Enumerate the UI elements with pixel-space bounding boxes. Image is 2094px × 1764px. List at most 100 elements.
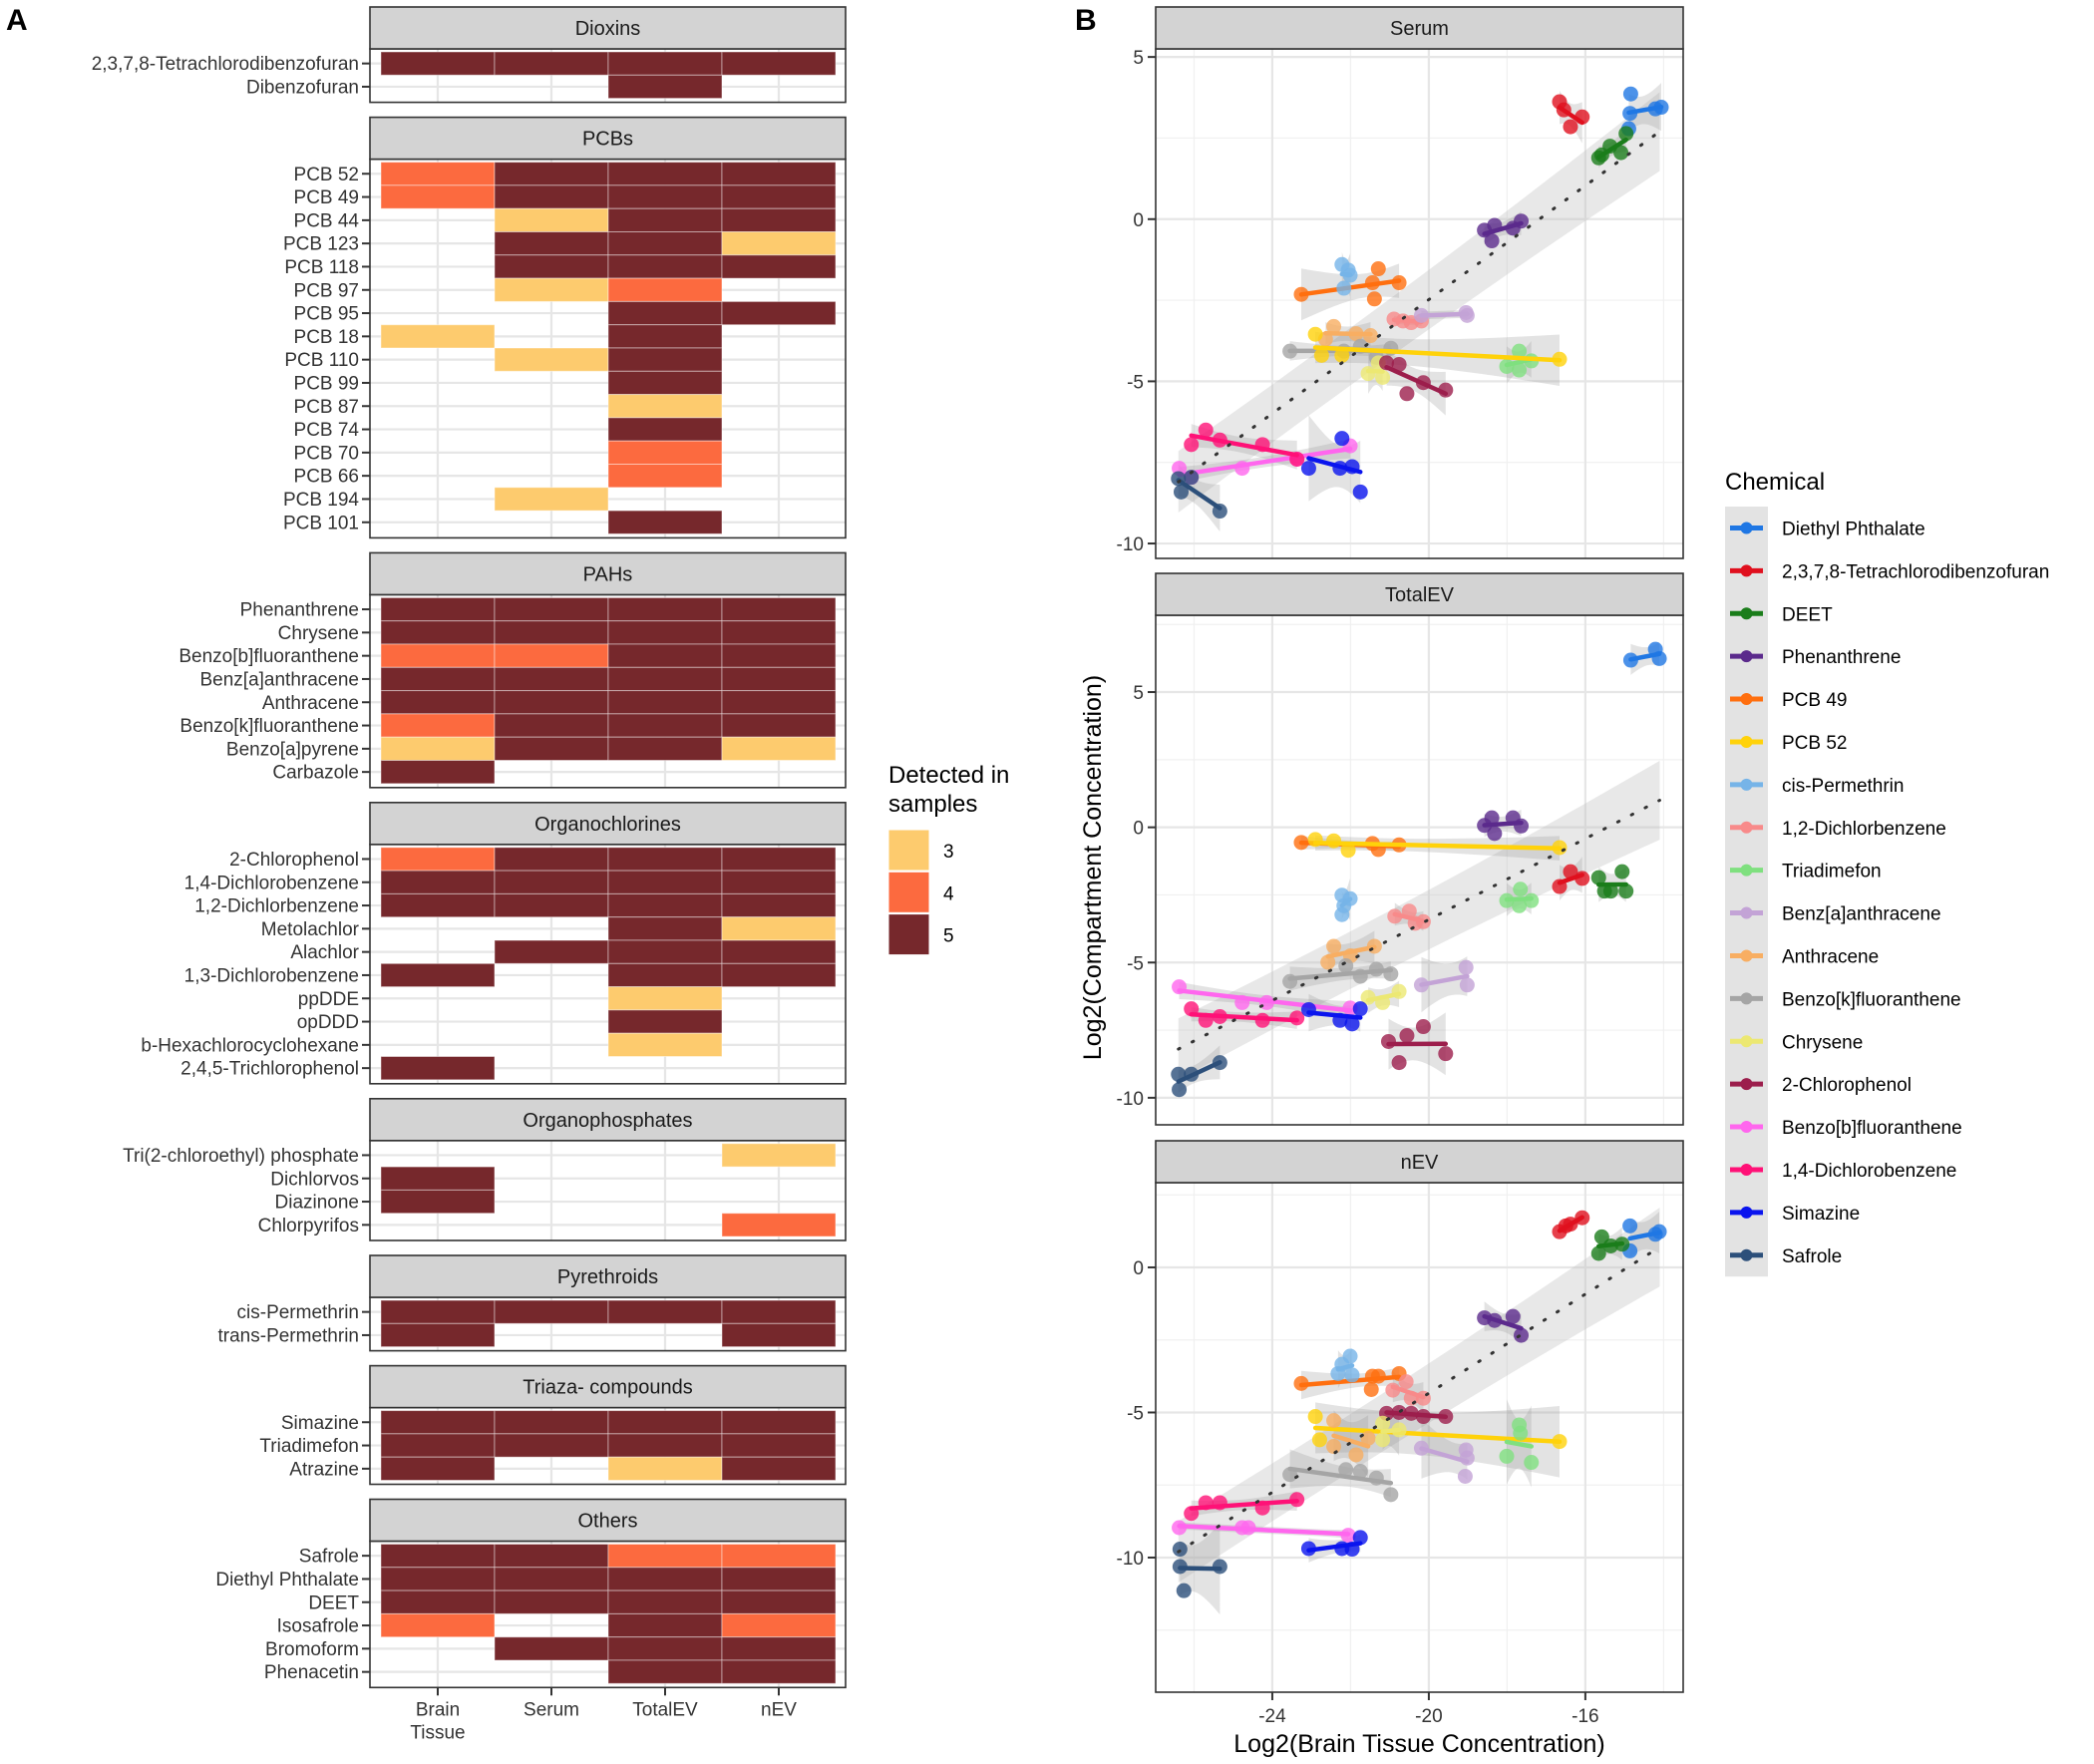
chemical-label: 2,3,7,8-Tetrachlorodibenzofuran (92, 54, 359, 75)
legend-item: Triadimefon (1730, 862, 1882, 882)
series-pcb-49 (1293, 1365, 1407, 1397)
heatmap-tile (607, 74, 723, 100)
regression-line (1177, 446, 1353, 478)
heatmap-tile (494, 870, 609, 894)
legend-title: Chemical (1725, 469, 1825, 496)
heatmap-tile (494, 277, 609, 302)
data-point (1326, 1413, 1342, 1429)
legend-label: Chrysene (1782, 1032, 1863, 1053)
series-simazine (1300, 431, 1368, 500)
facet-strip (369, 801, 847, 846)
regression-line (1482, 220, 1524, 236)
regression-line (1391, 317, 1424, 325)
heatmap-tile (380, 713, 496, 738)
heatmap-tile (607, 1612, 723, 1638)
series-benzo-b-fluoranthene (1172, 1520, 1356, 1544)
heatmap-tile (721, 207, 837, 232)
facet-strip-label: Organophosphates (523, 1110, 692, 1132)
data-point (1336, 280, 1352, 296)
data-point (1399, 1027, 1415, 1043)
chemical-label: Dibenzofuran (246, 77, 359, 98)
chemical-label: Phenanthrene (240, 600, 359, 621)
heatmap-tile (380, 690, 496, 715)
heatmap-tile (607, 254, 723, 279)
facet-strip (369, 6, 847, 50)
data-point (1380, 1033, 1396, 1049)
heatmap-tile (607, 1544, 723, 1569)
heatmap-tile (380, 184, 496, 209)
series-safrole (1171, 470, 1227, 520)
heatmap-tile (607, 207, 723, 232)
regression-line (1628, 651, 1662, 662)
data-point (1415, 1019, 1431, 1035)
confidence-band (1628, 83, 1662, 132)
heatmap-tile (721, 596, 837, 622)
legend-key-point (1740, 949, 1753, 962)
data-point (1300, 461, 1316, 477)
heatmap-tile (721, 184, 837, 209)
regression-line (1557, 1215, 1585, 1234)
legend-label: 2-Chlorophenol (1782, 1075, 1912, 1096)
regression-line (1626, 104, 1664, 116)
series-phenanthrene (1477, 1308, 1530, 1343)
heatmap-tile (607, 162, 723, 186)
heatmap-tile (721, 1612, 837, 1638)
regression-line (1312, 841, 1563, 851)
confidence-band (1315, 331, 1560, 386)
heatmap-tile (607, 1433, 723, 1458)
regression-line (1365, 991, 1402, 1003)
series-2-3-7-8-tetrachlorodibenzofuran (1552, 94, 1590, 135)
x-axis-title: Log2(Brain Tissue Concentration) (1233, 1730, 1604, 1758)
data-point (1399, 386, 1415, 402)
data-point (1505, 1308, 1521, 1324)
regression-line (1384, 1410, 1449, 1420)
series-2-3-7-8-tetrachlorodibenzofuran (1552, 864, 1590, 894)
chemical-label: PCB 101 (283, 513, 359, 533)
chemical-label: trans-Permethrin (218, 1325, 360, 1346)
x-tick-label: nEV (761, 1699, 797, 1720)
facet-strip-label: PAHs (583, 563, 633, 585)
regression-line (1325, 944, 1377, 959)
data-point (1363, 1381, 1379, 1397)
chemical-label: Atrazine (289, 1459, 359, 1480)
heatmap-tile (494, 713, 609, 738)
heatmap-tile (607, 939, 723, 964)
y-tick-label: 5 (1133, 48, 1144, 69)
heatmap-tile (721, 1433, 837, 1458)
series-deet (1590, 126, 1634, 166)
data-point (1375, 1432, 1391, 1448)
heatmap-tile (721, 1636, 837, 1661)
heatmap-tile (494, 596, 609, 622)
chemical-label: PCB 123 (283, 234, 359, 255)
heatmap-tile (494, 184, 609, 209)
data-point (1622, 1218, 1638, 1234)
data-point (1602, 883, 1618, 899)
heatmap-tile (494, 347, 609, 372)
facet-strip-label: Triaza- compounds (523, 1377, 692, 1399)
heatmap-tile (380, 1433, 496, 1458)
x-tick-label: Tissue (410, 1722, 465, 1743)
regression-line (1380, 1427, 1402, 1434)
heatmap-tile (607, 231, 723, 256)
legend-label: Phenanthrene (1782, 647, 1901, 668)
series-1-4-dichlorobenzene (1184, 422, 1305, 467)
legend-label: Anthracene (1782, 946, 1879, 967)
legend-key-point (1740, 1248, 1753, 1261)
heatmap-tile (607, 847, 723, 872)
facet-strip (369, 1254, 847, 1298)
regression-line (1323, 331, 1373, 337)
data-point (1524, 1455, 1540, 1471)
heatmap-tile (380, 1589, 496, 1614)
series-benzo-k-fluoranthene (1282, 1462, 1399, 1503)
data-point (1375, 369, 1391, 385)
heatmap-tile (721, 939, 837, 964)
legend-item: Benzo[k]fluoranthene (1730, 989, 1961, 1010)
chemical-label: PCB 18 (294, 327, 359, 348)
series-2-3-7-8-tetrachlorodibenzofuran (1552, 1210, 1590, 1239)
facet-plot-area (1172, 1208, 1667, 1615)
data-point (1313, 347, 1329, 363)
chemical-label: PCB 66 (294, 467, 359, 488)
regression-line (1287, 1466, 1394, 1486)
regression-line (1189, 433, 1299, 458)
heatmap-tile (721, 51, 837, 76)
